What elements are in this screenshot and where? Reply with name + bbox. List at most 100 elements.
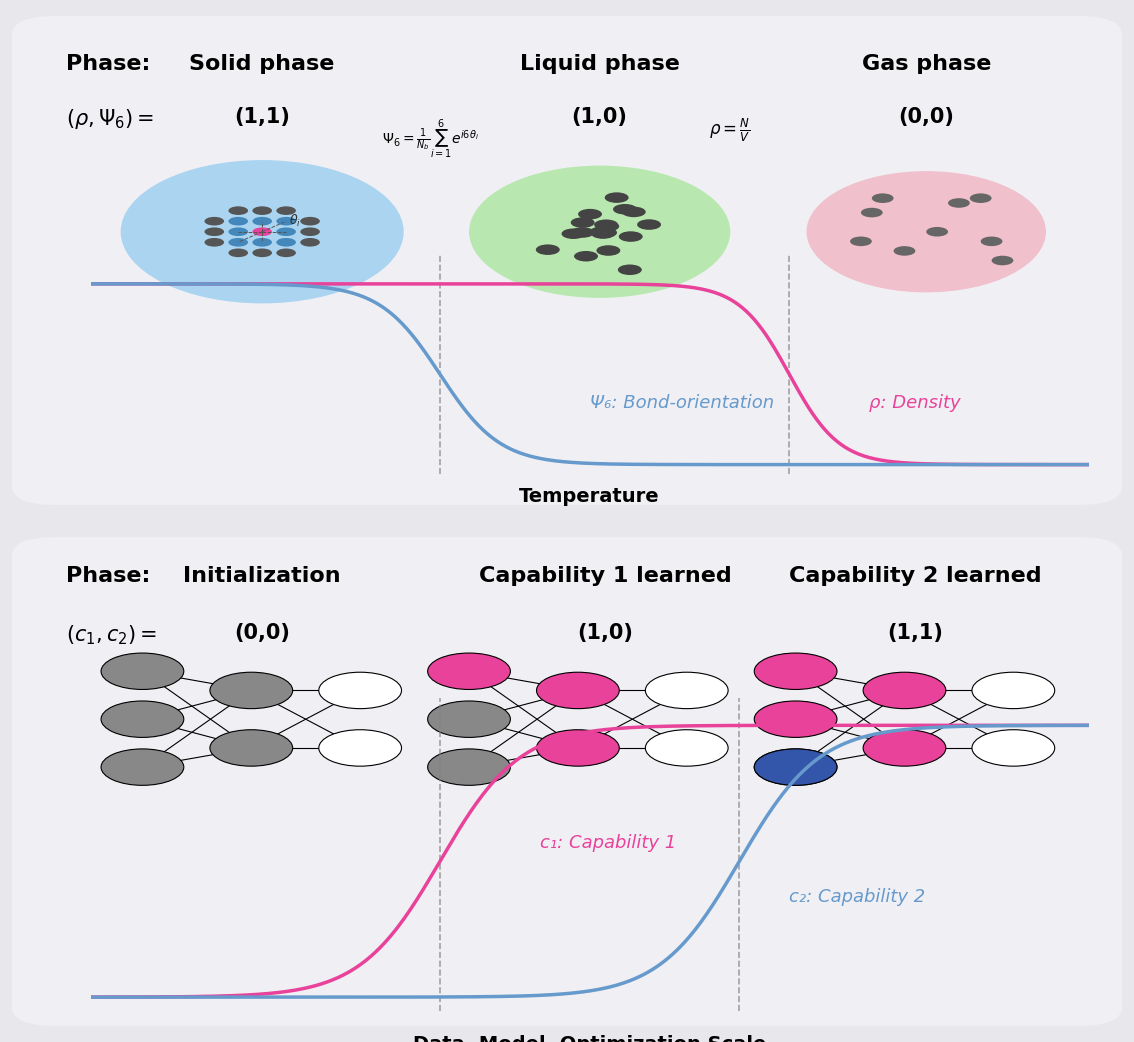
Text: $(c_1, c_2) =$: $(c_1, c_2) =$ <box>66 623 158 647</box>
Ellipse shape <box>619 231 643 242</box>
Text: Phase:: Phase: <box>66 566 151 586</box>
Text: (1,1): (1,1) <box>888 623 943 643</box>
Ellipse shape <box>253 248 272 257</box>
Ellipse shape <box>754 749 837 786</box>
Ellipse shape <box>228 217 248 225</box>
Text: (0,0): (0,0) <box>235 623 290 643</box>
Ellipse shape <box>926 227 948 237</box>
Ellipse shape <box>428 701 510 738</box>
Ellipse shape <box>574 251 598 262</box>
Ellipse shape <box>428 653 510 690</box>
Ellipse shape <box>591 228 615 239</box>
Ellipse shape <box>210 729 293 766</box>
Ellipse shape <box>948 198 970 207</box>
Text: $\Psi_6 = \frac{1}{N_b}\sum_{i=1}^{6} e^{i6\theta_i}$: $\Psi_6 = \frac{1}{N_b}\sum_{i=1}^{6} e^… <box>382 117 479 160</box>
Ellipse shape <box>469 166 730 298</box>
Ellipse shape <box>618 265 642 275</box>
Ellipse shape <box>861 207 882 218</box>
Ellipse shape <box>301 227 320 237</box>
Ellipse shape <box>596 245 620 255</box>
Ellipse shape <box>894 246 915 255</box>
Ellipse shape <box>204 227 225 237</box>
Ellipse shape <box>253 206 272 215</box>
Text: $(\rho, \Psi_6) =$: $(\rho, \Psi_6) =$ <box>66 107 154 131</box>
Text: Capability 2 learned: Capability 2 learned <box>789 566 1042 586</box>
Ellipse shape <box>613 204 637 215</box>
Text: ρ: Density: ρ: Density <box>869 394 960 412</box>
Ellipse shape <box>645 672 728 709</box>
Ellipse shape <box>204 217 225 225</box>
Text: (1,0): (1,0) <box>577 623 633 643</box>
Ellipse shape <box>101 749 184 786</box>
Text: Phase:: Phase: <box>66 54 151 74</box>
Ellipse shape <box>101 653 184 690</box>
Ellipse shape <box>536 672 619 709</box>
Ellipse shape <box>101 701 184 738</box>
Text: (1,0): (1,0) <box>572 107 627 127</box>
Ellipse shape <box>319 729 401 766</box>
Ellipse shape <box>228 238 248 247</box>
Text: Capability 1 learned: Capability 1 learned <box>479 566 731 586</box>
Ellipse shape <box>228 227 248 237</box>
Text: c₂: Capability 2: c₂: Capability 2 <box>789 888 925 905</box>
Ellipse shape <box>590 226 613 238</box>
Ellipse shape <box>991 255 1014 266</box>
Text: c₁: Capability 1: c₁: Capability 1 <box>540 834 676 851</box>
Ellipse shape <box>428 749 510 786</box>
Ellipse shape <box>850 237 872 246</box>
Ellipse shape <box>593 227 617 238</box>
FancyBboxPatch shape <box>11 16 1123 505</box>
Ellipse shape <box>970 194 991 203</box>
Ellipse shape <box>981 237 1002 246</box>
Ellipse shape <box>210 672 293 709</box>
Text: (1,1): (1,1) <box>235 107 290 127</box>
Text: Initialization: Initialization <box>184 566 341 586</box>
Ellipse shape <box>277 206 296 215</box>
Ellipse shape <box>204 238 225 247</box>
Ellipse shape <box>570 218 594 228</box>
FancyBboxPatch shape <box>11 537 1123 1026</box>
Ellipse shape <box>228 248 248 257</box>
Ellipse shape <box>863 672 946 709</box>
Ellipse shape <box>754 653 837 690</box>
Ellipse shape <box>536 729 619 766</box>
Text: $\rho = \frac{N}{V}$: $\rho = \frac{N}{V}$ <box>709 117 751 144</box>
Ellipse shape <box>645 729 728 766</box>
Ellipse shape <box>578 208 602 220</box>
Ellipse shape <box>806 171 1046 293</box>
Ellipse shape <box>621 206 645 217</box>
Text: Liquid phase: Liquid phase <box>519 54 679 74</box>
Ellipse shape <box>604 193 628 203</box>
Ellipse shape <box>228 206 248 215</box>
Ellipse shape <box>253 227 272 237</box>
Text: Gas phase: Gas phase <box>862 54 991 74</box>
Ellipse shape <box>595 221 619 231</box>
Text: Solid phase: Solid phase <box>189 54 335 74</box>
Ellipse shape <box>872 194 894 203</box>
Ellipse shape <box>535 245 560 255</box>
Ellipse shape <box>972 672 1055 709</box>
Ellipse shape <box>561 228 585 239</box>
Ellipse shape <box>594 220 618 230</box>
Ellipse shape <box>319 672 401 709</box>
Text: $\theta_i$: $\theta_i$ <box>289 213 302 228</box>
Ellipse shape <box>253 217 272 225</box>
Text: Ψ₆: Bond-orientation: Ψ₆: Bond-orientation <box>590 394 773 412</box>
Ellipse shape <box>277 227 296 237</box>
Text: (0,0): (0,0) <box>898 107 954 127</box>
Ellipse shape <box>277 238 296 247</box>
Ellipse shape <box>277 217 296 225</box>
Ellipse shape <box>863 729 946 766</box>
Ellipse shape <box>754 701 837 738</box>
Ellipse shape <box>972 729 1055 766</box>
Ellipse shape <box>253 238 272 247</box>
Ellipse shape <box>301 217 320 225</box>
Ellipse shape <box>570 227 594 238</box>
Ellipse shape <box>637 219 661 230</box>
Ellipse shape <box>301 238 320 247</box>
Ellipse shape <box>754 749 837 786</box>
Text: Temperature: Temperature <box>519 488 660 506</box>
Ellipse shape <box>277 248 296 257</box>
Text: Data, Model, Optimization Scale: Data, Model, Optimization Scale <box>413 1035 767 1042</box>
Ellipse shape <box>120 160 404 303</box>
